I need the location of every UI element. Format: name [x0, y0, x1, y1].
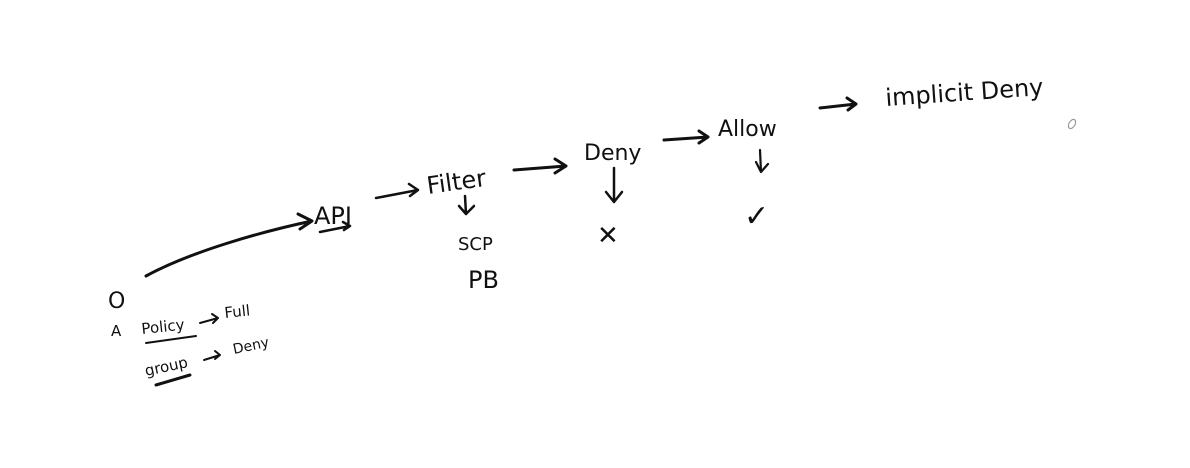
- group-underline: [154, 373, 192, 387]
- api-to-filter-arrow: [374, 182, 420, 200]
- allow-to-implicit-deny-arrow: [818, 96, 858, 112]
- policy-note: Policy Full: [141, 301, 251, 344]
- allow-label: Allow: [718, 117, 777, 142]
- deny-node: Deny ✕: [584, 141, 641, 251]
- allow-down-arrow: [754, 148, 770, 174]
- user-to-api-arrow: [144, 212, 314, 278]
- implicit-deny-label: implicit Deny: [884, 73, 1044, 112]
- api-underline: [318, 220, 352, 234]
- policy-label: Policy: [141, 316, 186, 338]
- api-label: API: [314, 202, 352, 230]
- policy-to-full-arrow: [199, 313, 219, 324]
- allow-node: Allow ✓: [718, 117, 777, 234]
- implicit-deny-node: implicit Deny: [884, 73, 1044, 112]
- group-deny-label: Deny: [232, 335, 271, 358]
- deny-label: Deny: [584, 141, 641, 166]
- filter-to-deny-arrow: [512, 157, 568, 175]
- filter-label: Filter: [425, 164, 488, 200]
- pen-cursor-icon: [1067, 118, 1077, 130]
- pb-label: PB: [468, 266, 499, 294]
- filter-node: Filter SCP PB: [425, 164, 499, 294]
- scp-label: SCP: [458, 234, 493, 255]
- policy-underline: [145, 335, 197, 344]
- api-node: API: [314, 202, 352, 234]
- deny-to-allow-arrow: [662, 129, 710, 145]
- user-sub-label: A: [111, 322, 122, 340]
- allow-result-mark: ✓: [744, 199, 769, 234]
- user-symbol: O: [108, 289, 125, 314]
- group-note: group Deny: [143, 335, 271, 387]
- full-label: Full: [224, 301, 251, 322]
- group-to-deny-arrow: [203, 350, 221, 361]
- filter-down-arrow: [457, 194, 476, 216]
- user-node: O A: [108, 289, 125, 340]
- deny-down-arrow: [604, 166, 624, 204]
- deny-result-mark: ✕: [597, 221, 619, 251]
